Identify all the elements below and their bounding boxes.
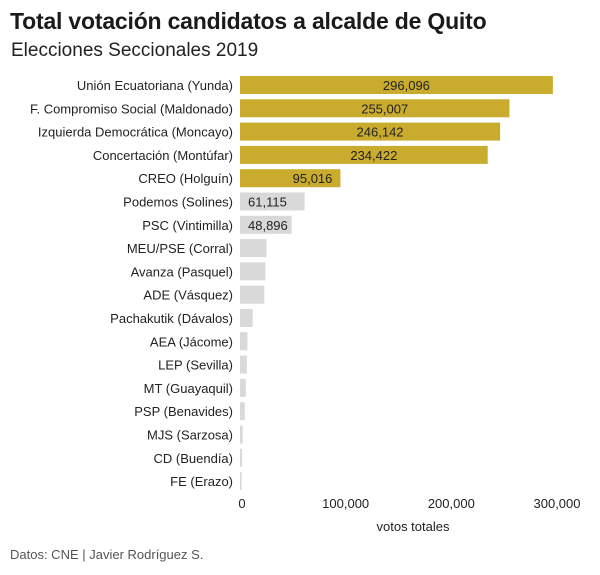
x-tick-label: 300,000 — [534, 496, 581, 511]
bar — [240, 99, 510, 118]
value-label: 296,096 — [383, 78, 430, 93]
x-tick-label: 0 — [238, 496, 245, 511]
category-label: Unión Ecuatoriana (Yunda) — [77, 78, 233, 93]
category-label: MEU/PSE (Corral) — [127, 241, 233, 256]
category-label: PSC (Vintimilla) — [142, 218, 233, 233]
value-label: 95,016 — [293, 171, 333, 186]
x-tick-label: 200,000 — [428, 496, 475, 511]
category-label: Podemos (Solines) — [123, 195, 233, 210]
value-label: 61,115 — [248, 195, 287, 210]
source-note: Datos: CNE | Javier Rodríguez S. — [10, 547, 204, 562]
bar — [240, 425, 243, 444]
bar — [240, 122, 501, 141]
bar — [240, 402, 245, 421]
value-label: 234,422 — [350, 148, 397, 163]
bar — [240, 239, 267, 258]
category-label: Concertación (Montúfar) — [93, 148, 233, 163]
bar — [240, 472, 242, 491]
bar — [240, 285, 265, 304]
chart-subtitle: Elecciones Seccionales 2019 — [11, 40, 259, 61]
chart-title: Total votación candidatos a alcalde de Q… — [10, 8, 487, 34]
bar — [240, 378, 246, 397]
value-label: 48,896 — [248, 218, 288, 233]
category-label: CD (Buendía) — [154, 451, 233, 466]
bar — [240, 169, 341, 188]
bar — [240, 145, 488, 164]
category-label: MJS (Sarzosa) — [147, 428, 233, 443]
category-label: Avanza (Pasquel) — [131, 264, 233, 279]
category-label: ADE (Vásquez) — [143, 288, 233, 303]
bar — [240, 215, 292, 234]
value-label: 255,007 — [361, 101, 408, 116]
category-label: FE (Erazo) — [170, 474, 233, 489]
category-label: AEA (Jácome) — [150, 334, 233, 349]
category-label: Pachakutik (Dávalos) — [110, 311, 233, 326]
category-label: Izquierda Democrática (Moncayo) — [38, 125, 233, 140]
bar — [240, 192, 305, 211]
x-tick-label: 100,000 — [322, 496, 369, 511]
category-label: LEP (Sevilla) — [158, 358, 233, 373]
bar-chart: Unión Ecuatoriana (Yunda) 296,096 F. Compr… — [30, 76, 581, 534]
bar — [240, 262, 266, 281]
category-label: PSP (Benavides) — [134, 404, 233, 419]
category-label: F. Compromiso Social (Maldonado) — [30, 101, 233, 116]
bar — [240, 448, 243, 467]
x-axis-title: votos totales — [377, 519, 450, 534]
category-label: CREO (Holguín) — [138, 171, 233, 186]
bar — [240, 309, 253, 327]
bar — [240, 355, 247, 374]
bar — [240, 76, 553, 94]
bar — [240, 332, 248, 351]
category-label: MT (Guayaquil) — [144, 381, 233, 396]
value-label: 246,142 — [357, 125, 404, 140]
